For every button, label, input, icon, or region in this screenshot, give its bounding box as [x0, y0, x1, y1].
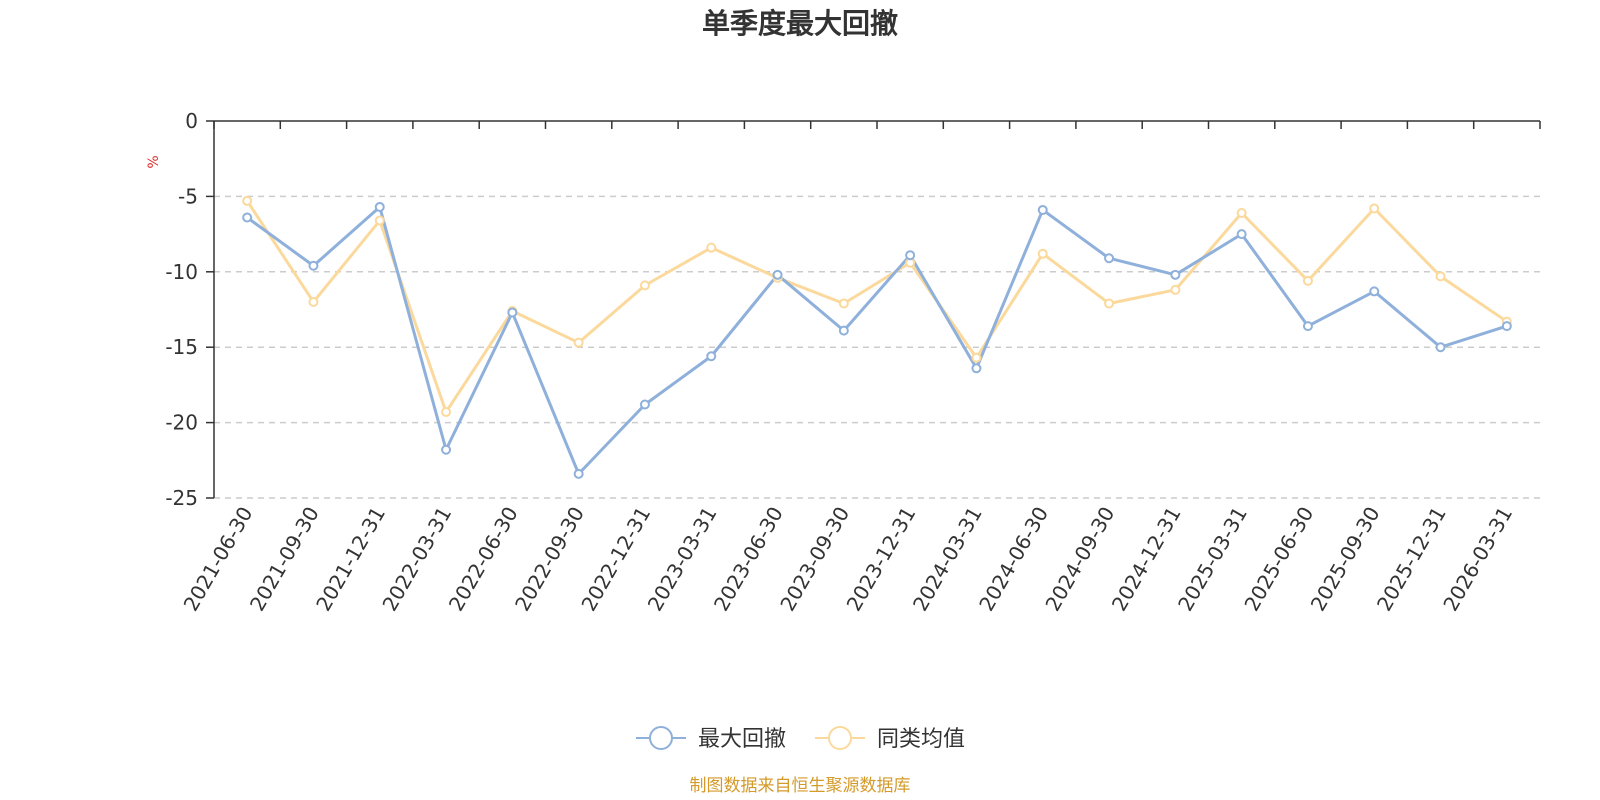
legend-marker — [649, 726, 673, 750]
data-point — [1369, 203, 1380, 214]
y-tick-label: 0 — [185, 109, 198, 133]
x-tick-label: 2023-09-30 — [775, 503, 854, 616]
data-point — [1236, 229, 1247, 240]
x-tick-label: 2024-12-31 — [1107, 503, 1186, 616]
x-tick-label: 2022-09-30 — [510, 503, 589, 616]
legend-label: 同类均值 — [877, 727, 965, 752]
legend-label: 最大回撤 — [698, 727, 786, 752]
y-tick-label: -15 — [165, 335, 198, 359]
data-point — [1236, 207, 1247, 218]
chart-title: 单季度最大回撤 — [702, 7, 898, 40]
x-tick-label: 2024-09-30 — [1040, 503, 1119, 616]
y-tick-label: -10 — [165, 260, 198, 284]
data-point — [838, 298, 849, 309]
series-group — [242, 195, 1512, 479]
data-point — [507, 307, 518, 318]
legend: 最大回撤 同类均值 — [636, 726, 965, 752]
data-point — [971, 352, 982, 363]
data-point — [905, 250, 916, 261]
y-axis-ticks: 0 -5 -10 -15 -20 -25 — [165, 109, 214, 510]
data-point — [308, 296, 319, 307]
data-point — [1170, 284, 1181, 295]
data-point — [441, 407, 452, 418]
data-point — [706, 351, 717, 362]
y-tick-label: -20 — [165, 411, 198, 435]
x-tick-label: 2025-06-30 — [1239, 503, 1318, 616]
data-point — [772, 269, 783, 280]
data-point — [374, 215, 385, 226]
x-tick-label: 2025-09-30 — [1306, 503, 1385, 616]
data-point — [308, 260, 319, 271]
data-point — [1302, 321, 1313, 332]
data-point — [1302, 275, 1313, 286]
x-tick-label: 2023-12-31 — [842, 503, 921, 616]
data-point — [1369, 286, 1380, 297]
x-tick-label: 2022-06-30 — [444, 503, 523, 616]
data-point — [242, 212, 253, 223]
data-point — [1170, 269, 1181, 280]
x-tick-label: 2022-03-31 — [377, 503, 456, 616]
data-point — [838, 325, 849, 336]
x-tick-label: 2021-09-30 — [245, 503, 324, 616]
x-tick-label: 2025-12-31 — [1372, 503, 1451, 616]
y-axis-unit: % — [146, 155, 162, 168]
data-point — [573, 337, 584, 348]
grid-lines — [214, 195, 1540, 499]
series-line-2 — [245, 200, 1508, 414]
x-tick-label: 2021-06-30 — [179, 503, 258, 616]
data-point — [1501, 321, 1512, 332]
data-point — [1104, 298, 1115, 309]
y-tick-label: -5 — [178, 184, 198, 208]
x-tick-label: 2023-06-30 — [709, 503, 788, 616]
data-point — [1037, 204, 1048, 215]
x-tick-label: 2023-03-31 — [643, 503, 722, 616]
x-tick-label: 2021-12-31 — [311, 503, 390, 616]
x-tick-label: 2022-12-31 — [576, 503, 655, 616]
data-point — [1104, 253, 1115, 264]
data-point — [441, 444, 452, 455]
y-tick-label: -25 — [165, 486, 198, 510]
data-point — [639, 280, 650, 291]
data-point — [573, 468, 584, 479]
data-point — [374, 201, 385, 212]
x-tick-label: 2025-03-31 — [1173, 503, 1252, 616]
data-point — [1037, 248, 1048, 259]
data-point — [971, 363, 982, 374]
data-point — [1435, 342, 1446, 353]
legend-marker — [828, 726, 852, 750]
data-point — [706, 242, 717, 253]
x-tick-label: 2026-03-31 — [1438, 503, 1517, 616]
x-tick-label: 2024-06-30 — [974, 503, 1053, 616]
x-axis-ticks: 2021-06-302021-09-302021-12-312022-03-31… — [179, 121, 1541, 616]
data-source-note: 制图数据来自恒生聚源数据库 — [690, 776, 911, 796]
data-point — [242, 195, 253, 206]
x-tick-label: 2024-03-31 — [908, 502, 987, 615]
data-point — [1435, 271, 1446, 282]
series-line-1 — [246, 205, 1508, 476]
data-point — [639, 399, 650, 410]
